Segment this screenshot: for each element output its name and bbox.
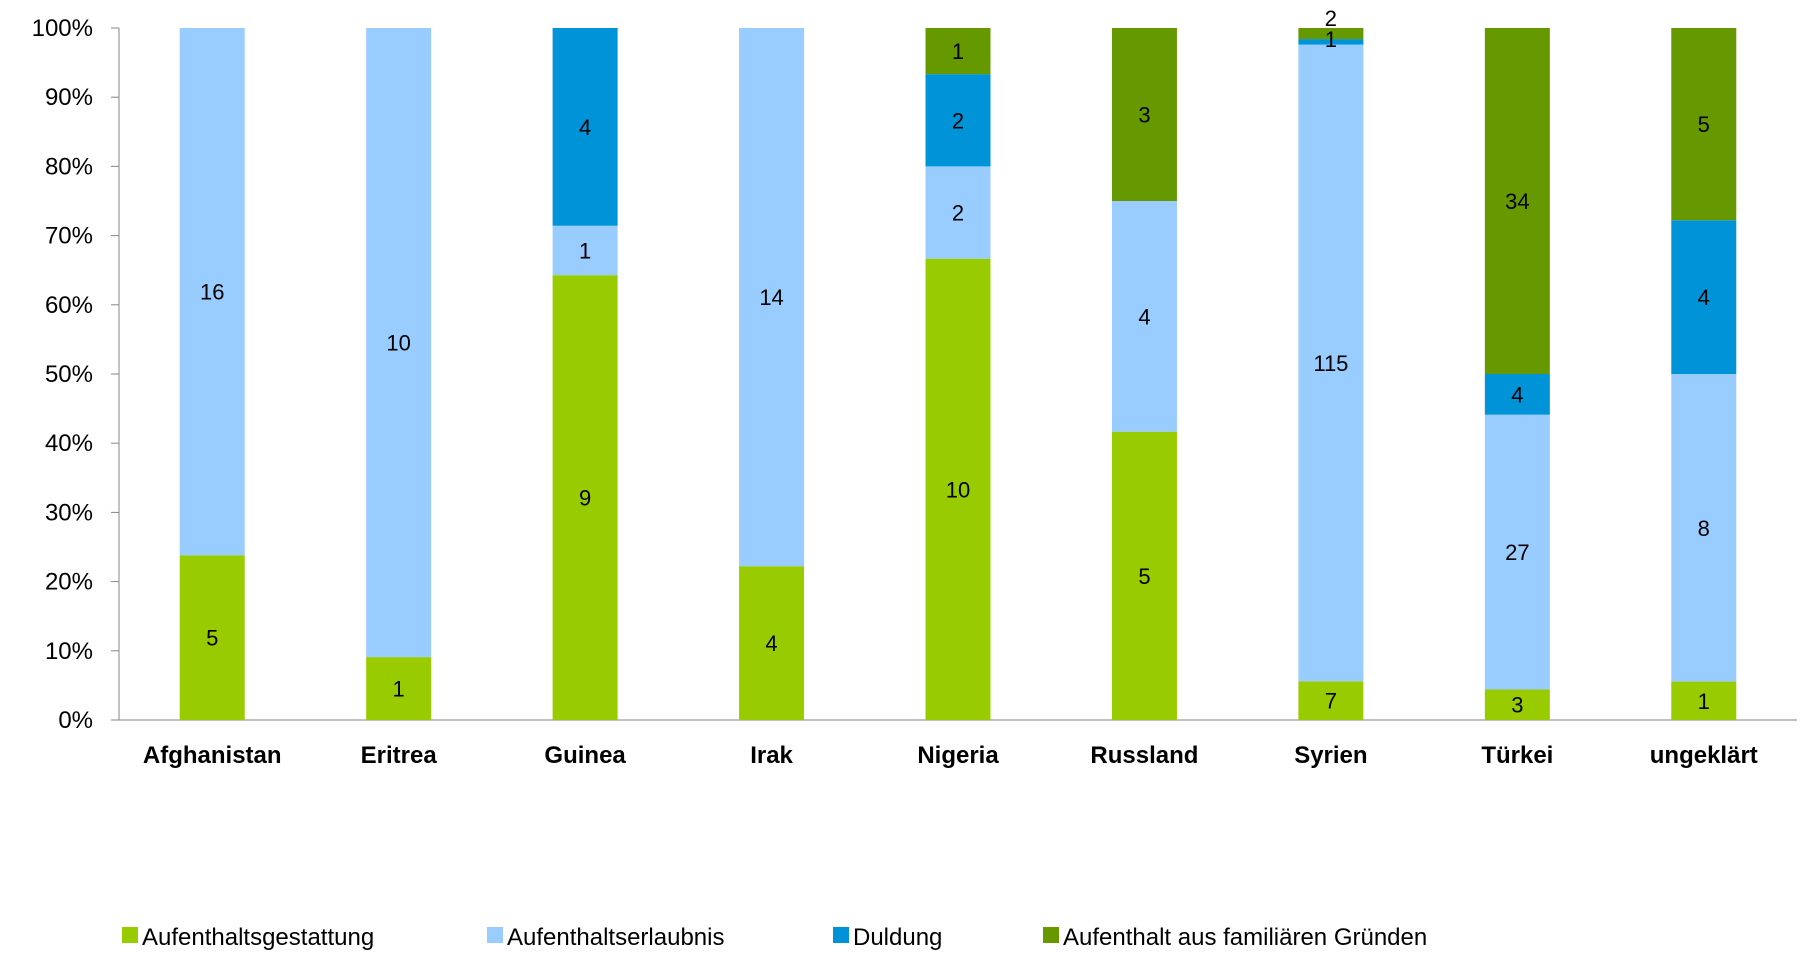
- legend-label: Duldung: [853, 924, 942, 951]
- x-category-label: Russland: [1090, 742, 1198, 769]
- data-label: 27: [1505, 540, 1529, 565]
- bar-segment: [1111, 28, 1177, 201]
- bar-segment: [366, 28, 432, 658]
- bar-segment: [1671, 374, 1737, 682]
- data-label: 4: [1511, 382, 1523, 407]
- x-category-label: Guinea: [544, 742, 626, 769]
- y-tick-label: 80%: [45, 153, 93, 180]
- data-label: 2: [952, 201, 964, 226]
- y-tick-label: 40%: [45, 430, 93, 457]
- bar-segment: [1671, 681, 1737, 720]
- legend-label: Aufenthaltserlaubnis: [507, 924, 724, 951]
- bar-segment: [1298, 44, 1364, 682]
- y-tick-label: 100%: [32, 15, 93, 42]
- bar-segment: [925, 74, 991, 167]
- y-tick-label: 50%: [45, 361, 93, 388]
- legend-swatch: [833, 927, 849, 943]
- data-label: 1: [952, 39, 964, 64]
- x-category-label: Nigeria: [917, 742, 999, 769]
- y-axis: 0% 10% 20% 30% 40% 50% 60% 70% 80% 90% 100%: [32, 15, 120, 734]
- y-tick-label: 60%: [45, 292, 93, 319]
- data-label: 2: [952, 108, 964, 133]
- data-label: 10: [386, 331, 410, 356]
- y-tick-label: 30%: [45, 499, 93, 526]
- bar-segment: [179, 555, 245, 720]
- x-category-label: Türkei: [1481, 742, 1553, 769]
- x-category-label: ungeklärt: [1650, 742, 1758, 769]
- bar-segment: [366, 657, 432, 720]
- bar-segment: [739, 28, 805, 567]
- data-label: 4: [765, 631, 777, 656]
- data-label: 9: [579, 486, 591, 511]
- bar-segment: [1671, 28, 1737, 221]
- legend-swatch: [1043, 927, 1059, 943]
- data-label: 10: [946, 477, 970, 502]
- bar-segment: [925, 28, 991, 75]
- x-category-label: Irak: [750, 742, 793, 769]
- legend-label: Aufenthaltsgestattung: [142, 924, 374, 951]
- data-label: 5: [1698, 112, 1710, 137]
- data-label: 5: [206, 626, 218, 651]
- y-tick-label: 90%: [45, 84, 93, 111]
- x-category-label: Eritrea: [361, 742, 438, 769]
- legend-label: Aufenthalt aus familiären Gründen: [1063, 924, 1427, 951]
- data-label: 2: [1325, 6, 1337, 31]
- data-label: 16: [200, 280, 224, 305]
- bar-segment: [739, 566, 805, 720]
- data-label: 7: [1325, 689, 1337, 714]
- legend-swatch: [487, 927, 503, 943]
- bar-segment: [1298, 681, 1364, 720]
- data-label: 1: [1698, 689, 1710, 714]
- data-label: 4: [1138, 304, 1150, 329]
- data-label: 14: [759, 285, 783, 310]
- data-label: 1: [579, 238, 591, 263]
- legend: Aufenthaltsgestattung Aufenthaltserlaubni…: [122, 924, 1427, 951]
- bar-segment: [1298, 28, 1364, 40]
- bar-segment: [1111, 201, 1177, 432]
- x-category-label: Afghanistan: [143, 742, 282, 769]
- bar-segment: [1111, 431, 1177, 720]
- x-axis: Afghanistan Eritrea Guinea Irak Nigeria Russl…: [119, 719, 1797, 769]
- bar-segment: [179, 28, 245, 556]
- bar-segment: [925, 258, 991, 720]
- data-label: 8: [1698, 516, 1710, 541]
- bar-segment: [552, 275, 618, 720]
- y-tick-label: 10%: [45, 638, 93, 665]
- bar-segment: [925, 166, 991, 259]
- bar-segment: [1484, 414, 1550, 690]
- data-label: 1: [1325, 27, 1337, 52]
- bar-segment: [1298, 39, 1364, 45]
- data-label: 3: [1511, 693, 1523, 718]
- data-label: 4: [1698, 285, 1710, 310]
- bar-segment: [1484, 689, 1550, 720]
- data-label: 3: [1138, 103, 1150, 128]
- data-label: 4: [579, 115, 591, 140]
- y-tick-label: 20%: [45, 569, 93, 596]
- legend-swatch: [122, 927, 138, 943]
- bar-segment: [552, 225, 618, 276]
- data-label: 1: [393, 677, 405, 702]
- data-label: 115: [1313, 351, 1348, 376]
- bar-segment: [552, 28, 618, 226]
- data-label: 5: [1138, 564, 1150, 589]
- bars: [179, 28, 1737, 720]
- y-tick-label: 0%: [58, 707, 93, 734]
- data-label: 34: [1505, 189, 1529, 214]
- x-category-label: Syrien: [1294, 742, 1367, 769]
- y-tick-label: 70%: [45, 223, 93, 250]
- bar-segment: [1484, 374, 1550, 415]
- bar-segment: [1484, 28, 1550, 374]
- bar-segment: [1671, 220, 1737, 374]
